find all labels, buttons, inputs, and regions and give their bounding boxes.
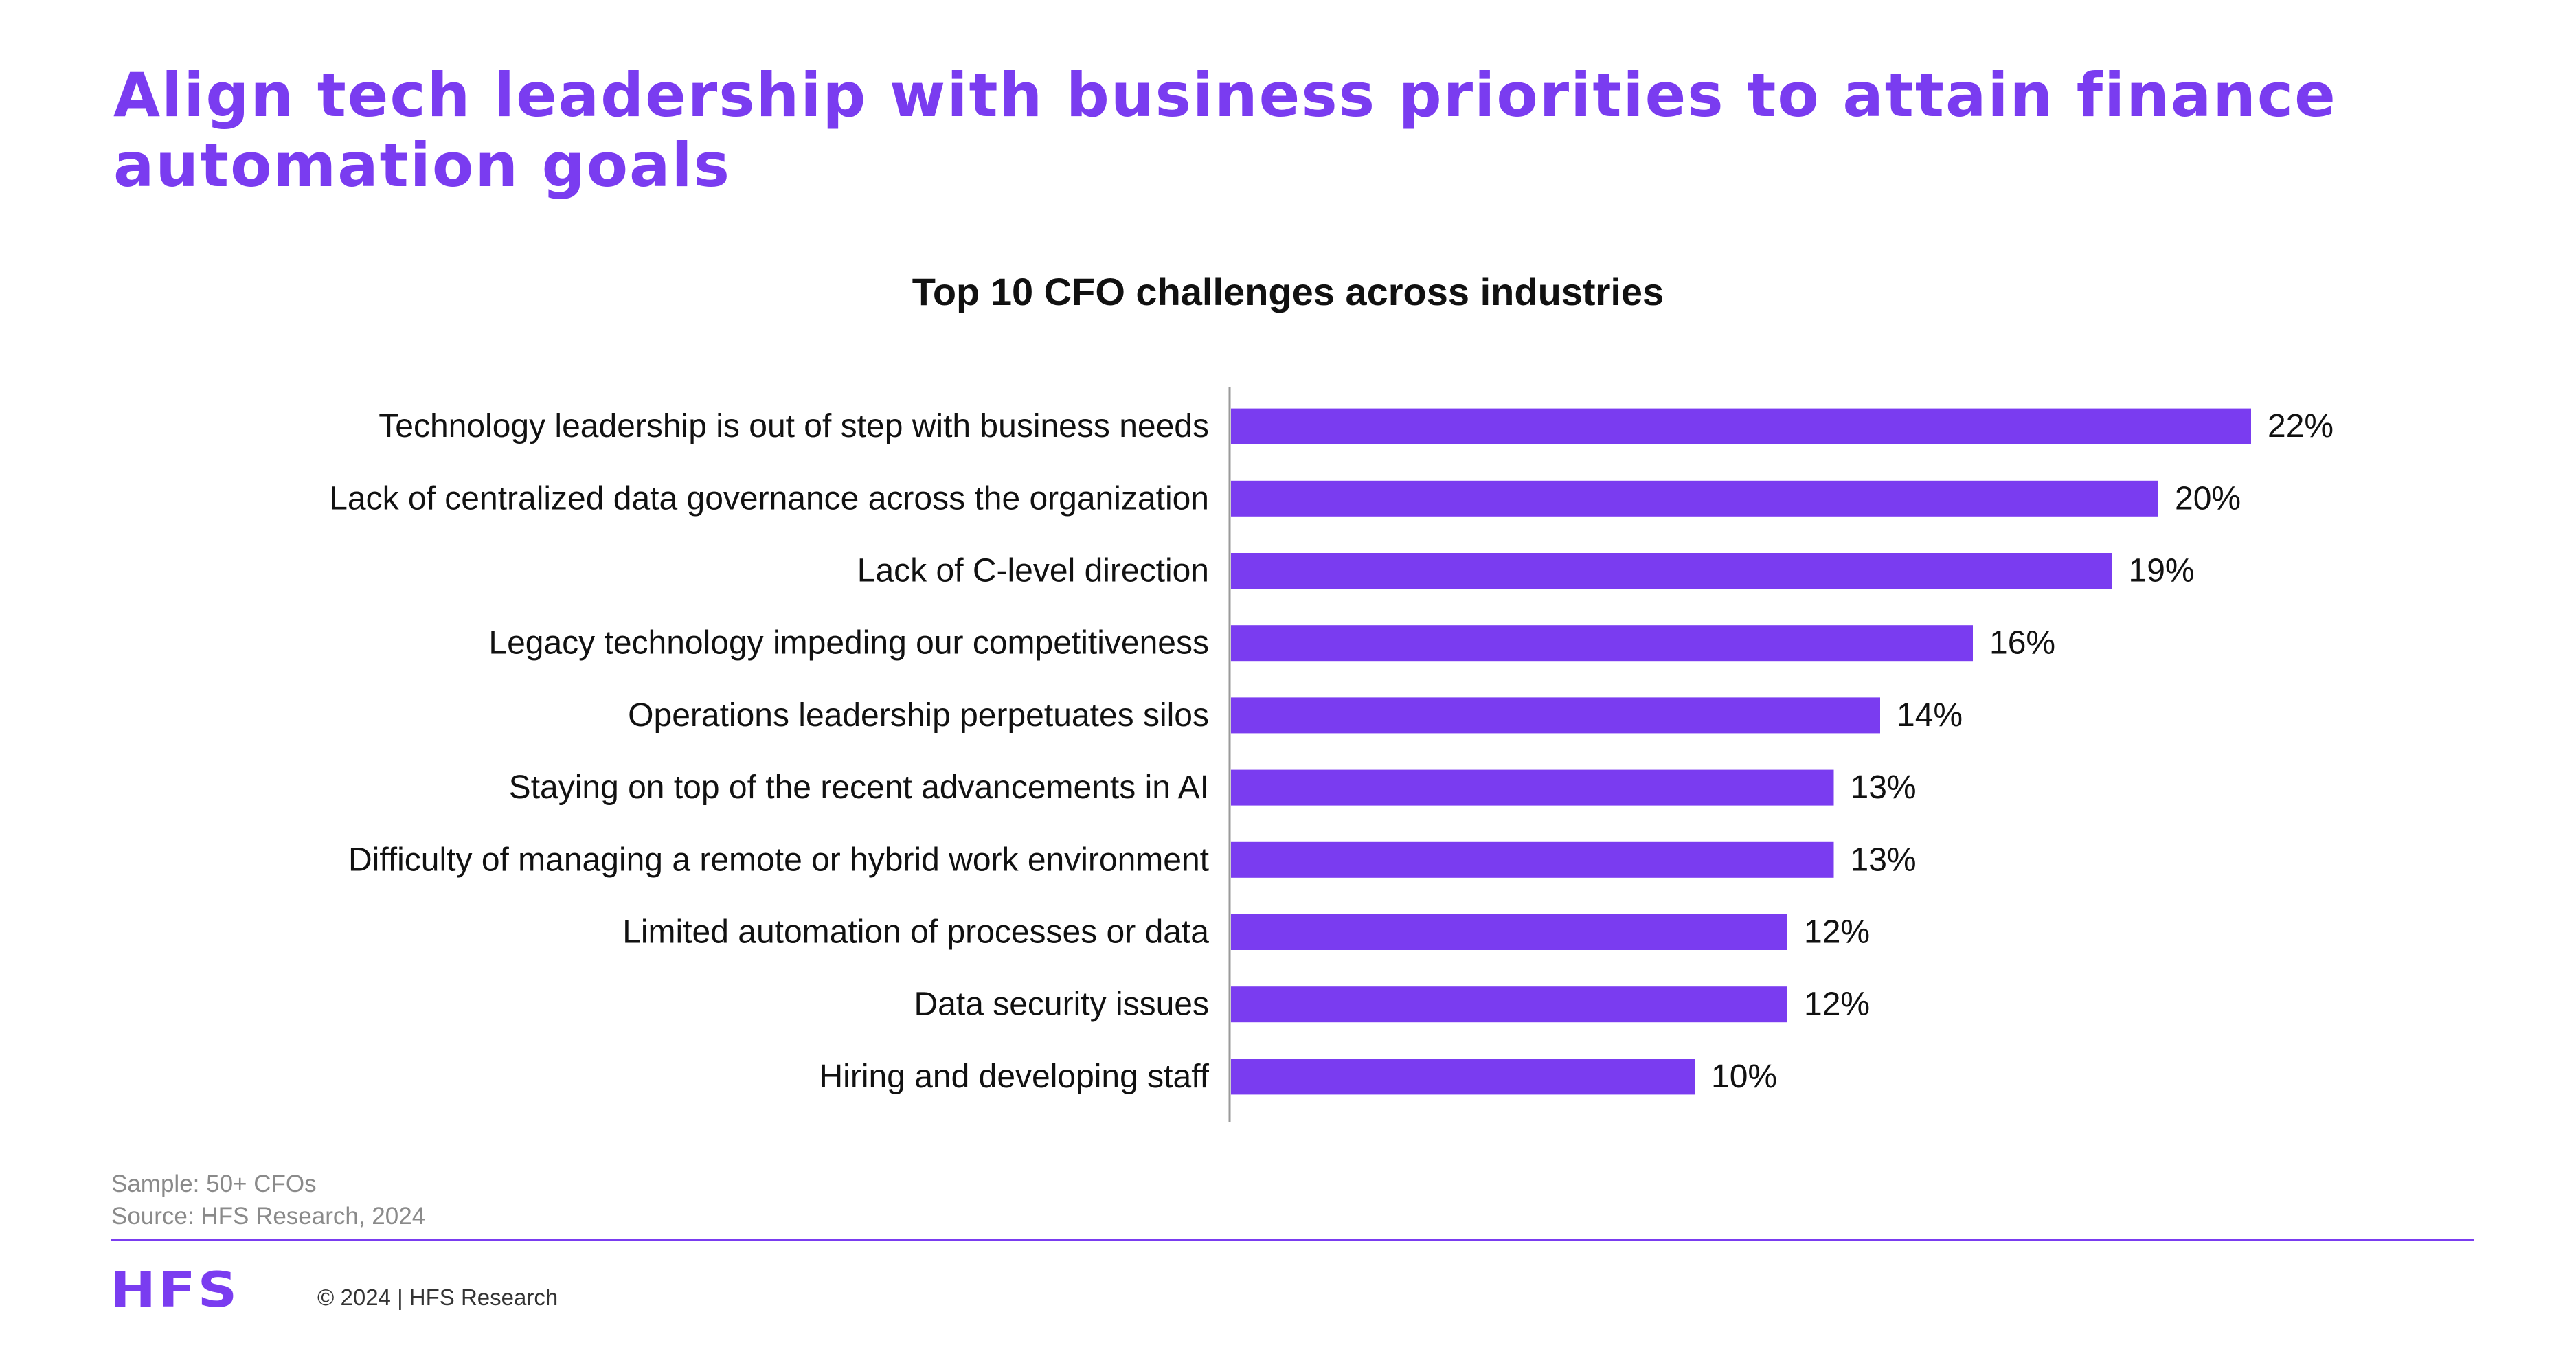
value-label-3: 19% <box>2129 553 2195 589</box>
category-label-7: Difficulty of managing a remote or hybri… <box>348 841 1209 878</box>
bar-7 <box>1231 841 1834 878</box>
value-label-6: 13% <box>1851 769 1917 806</box>
category-label-9: Data security issues <box>914 986 1210 1023</box>
bar-8 <box>1231 914 1787 950</box>
category-label-4: Legacy technology impeding our competiti… <box>488 625 1209 662</box>
copyright-text: © 2024 | HFS Research <box>317 1285 558 1310</box>
category-label-6: Staying on top of the recent advancement… <box>509 769 1209 806</box>
bar-1 <box>1231 408 2251 444</box>
bar-4 <box>1231 625 1973 662</box>
bar-9 <box>1231 986 1787 1023</box>
page-headline: Align tech leadership with business prio… <box>113 60 2337 201</box>
value-label-5: 14% <box>1897 697 1963 734</box>
bar-6 <box>1231 769 1834 806</box>
bar-5 <box>1231 697 1880 734</box>
bar-10 <box>1231 1059 1695 1095</box>
category-label-8: Limited automation of processes or data <box>622 914 1209 951</box>
value-label-10: 10% <box>1711 1059 1777 1095</box>
bar-3 <box>1231 553 2112 589</box>
value-label-1: 22% <box>2268 408 2334 444</box>
bar-chart: Technology leadership is out of step wit… <box>329 387 2334 1122</box>
chart-title: Top 10 CFO challenges across industries <box>912 270 1664 313</box>
hfs-logo: HFS <box>110 1261 240 1318</box>
category-label-10: Hiring and developing staff <box>820 1059 1210 1095</box>
sample-note: Sample: 50+ CFOs <box>111 1171 317 1197</box>
bar-2 <box>1231 480 2158 517</box>
value-label-9: 12% <box>1804 986 1870 1023</box>
value-label-8: 12% <box>1804 914 1870 951</box>
category-label-3: Lack of C-level direction <box>857 553 1209 589</box>
footer-divider <box>111 1239 2474 1241</box>
category-label-1: Technology leadership is out of step wit… <box>379 408 1209 444</box>
value-label-7: 13% <box>1851 841 1917 878</box>
category-label-2: Lack of centralized data governance acro… <box>329 480 1209 517</box>
value-label-2: 20% <box>2175 480 2241 517</box>
chart-notes: Sample: 50+ CFOs Source: HFS Research, 2… <box>111 1168 425 1232</box>
source-note: Source: HFS Research, 2024 <box>111 1203 426 1230</box>
category-label-5: Operations leadership perpetuates silos <box>628 697 1209 734</box>
value-label-4: 16% <box>1989 625 2055 662</box>
